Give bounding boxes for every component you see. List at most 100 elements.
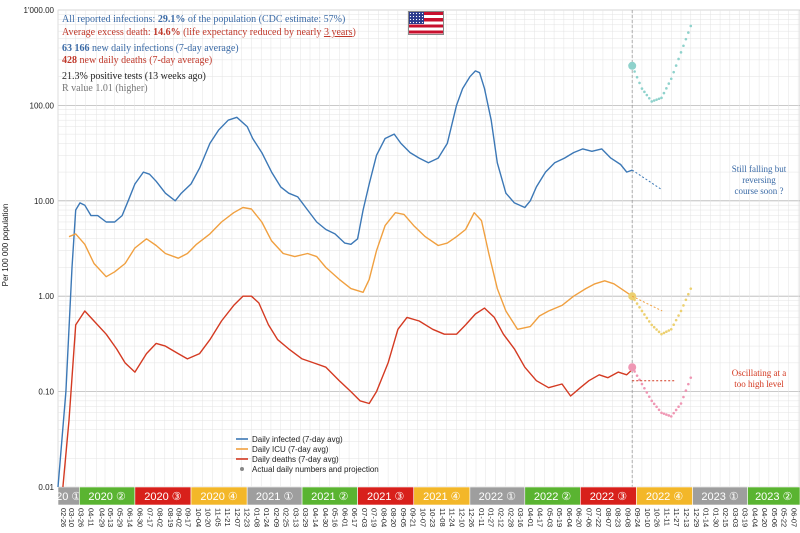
x-tick-label: 04-01 bbox=[526, 508, 535, 527]
projection-dot bbox=[638, 305, 641, 309]
quarter-label: 2022 ④ bbox=[646, 491, 684, 503]
x-tick-label: 05-13 bbox=[106, 508, 115, 527]
projection-marks bbox=[628, 24, 693, 418]
x-tick-label: 07-03 bbox=[360, 508, 369, 527]
x-tick-label: 03-16 bbox=[516, 508, 525, 527]
chart-legend: Daily infected (7-day avg)Daily ICU (7-d… bbox=[236, 435, 379, 474]
red-annotation: Oscillating at a too high level bbox=[731, 368, 787, 389]
projection-dot bbox=[645, 93, 649, 97]
x-tick-label: 04-14 bbox=[311, 508, 320, 527]
quarter-label: 2022 ③ bbox=[590, 491, 628, 503]
x-tick-label: 04-29 bbox=[97, 508, 106, 527]
x-tick-label: 01-08 bbox=[252, 508, 261, 527]
x-tick-label: 03-13 bbox=[291, 508, 300, 527]
projection-dot bbox=[674, 408, 678, 412]
x-tick-label: 12-29 bbox=[692, 508, 701, 527]
projection-anchor bbox=[628, 61, 637, 70]
x-tick-label: 10-04 bbox=[194, 508, 203, 527]
x-tick-label: 06-04 bbox=[565, 508, 574, 527]
x-tick-label: 01-24 bbox=[262, 508, 271, 527]
info-excess-death: Average excess death: 14.6% (life expect… bbox=[62, 27, 356, 38]
x-tick-label: 07-19 bbox=[370, 508, 379, 527]
x-tick-label: 06-07 bbox=[789, 508, 798, 527]
projection-dot bbox=[689, 376, 693, 379]
series-lines bbox=[57, 70, 633, 488]
icu-trend-arrow bbox=[631, 295, 663, 312]
projection-dot bbox=[682, 44, 685, 48]
projection-dot bbox=[662, 412, 666, 415]
x-tick-label: 08-19 bbox=[166, 508, 175, 527]
x-tick-label: 02-26 bbox=[59, 508, 68, 527]
x-tick-label: 07-17 bbox=[146, 508, 155, 527]
projection-dot bbox=[677, 314, 680, 317]
projection-dot bbox=[640, 382, 644, 386]
projection-dot bbox=[640, 309, 644, 313]
quarter-label: 2022 ② bbox=[534, 491, 572, 503]
x-tick-label: 09-17 bbox=[183, 508, 192, 527]
x-tick-label: 09-08 bbox=[623, 508, 632, 527]
projection-dot bbox=[674, 64, 678, 67]
projection-dot bbox=[677, 57, 680, 61]
x-tick-label: 02-09 bbox=[272, 508, 281, 527]
projection-dot bbox=[689, 24, 693, 28]
projection-dot bbox=[687, 292, 690, 296]
projection-dot bbox=[667, 329, 671, 332]
x-tick-label: 10-26 bbox=[653, 508, 662, 527]
x-tick-label: 12-13 bbox=[682, 508, 691, 527]
projection-dot bbox=[660, 96, 663, 100]
info-positive-tests: 21.3% positive tests (13 weeks ago) bbox=[62, 71, 206, 82]
projection-dot bbox=[660, 411, 663, 415]
quarter-label: 2021 ③ bbox=[367, 491, 405, 503]
y-tick-label: 10.00 bbox=[34, 197, 55, 206]
projection-dot bbox=[650, 323, 654, 327]
quarter-label: 2021 ④ bbox=[423, 491, 461, 503]
projection-dot bbox=[679, 51, 683, 54]
quarter-label: 2020 ③ bbox=[144, 491, 182, 503]
legend-label: Daily ICU (7-day avg) bbox=[252, 445, 329, 454]
projection-dot bbox=[672, 411, 675, 415]
projection-dot bbox=[669, 415, 673, 418]
projection-dot bbox=[645, 391, 649, 394]
projection-dot bbox=[638, 378, 641, 382]
projection-dot bbox=[672, 70, 675, 74]
y-axis-label: Per 100 000 population bbox=[1, 204, 10, 287]
projection-dot bbox=[665, 87, 668, 90]
x-tick-label: 02-25 bbox=[282, 508, 291, 527]
projection-dot bbox=[635, 75, 639, 79]
projection-dot bbox=[655, 328, 658, 331]
x-tick-label: 07-22 bbox=[594, 508, 603, 527]
projection-dot bbox=[652, 325, 656, 329]
x-tick-label: 12-23 bbox=[243, 508, 252, 527]
projection-dot bbox=[667, 82, 671, 85]
projection-dot bbox=[684, 389, 688, 392]
projection-dot bbox=[650, 399, 654, 403]
projection-dot bbox=[657, 330, 661, 334]
x-tick-label: 08-02 bbox=[155, 508, 164, 527]
chart-grid bbox=[57, 9, 800, 488]
series-line-3 bbox=[62, 295, 633, 488]
x-tick-label: 11-08 bbox=[438, 508, 447, 527]
x-tick-label: 05-16 bbox=[331, 508, 340, 527]
x-tick-label: 08-07 bbox=[604, 508, 613, 527]
info-infections: All reported infections: 29.1% of the po… bbox=[62, 14, 346, 25]
quarter-label: 2023 ① bbox=[701, 491, 739, 503]
quarter-bands: 20 ① 2020 ② 2020 ③ 2020 ④ 2021 ① 2021 ② 2021 ③… bbox=[56, 486, 800, 506]
x-tick-label: 09-02 bbox=[174, 508, 183, 527]
x-tick-label: 05-22 bbox=[780, 508, 789, 527]
x-tick-label: 08-23 bbox=[614, 508, 623, 527]
legend-swatch bbox=[240, 467, 244, 471]
projection-dot bbox=[657, 97, 661, 101]
x-tick-label: 06-30 bbox=[135, 508, 144, 527]
projection-dot bbox=[643, 386, 646, 390]
plot-area bbox=[57, 9, 800, 488]
projection-dot bbox=[650, 100, 654, 103]
x-tick-label: 04-30 bbox=[321, 508, 330, 527]
x-tick-label: 06-20 bbox=[575, 508, 584, 527]
x-tick-label: 05-19 bbox=[555, 508, 564, 527]
x-tick-label: 08-04 bbox=[379, 508, 388, 527]
y-tick-label: 1'000.00 bbox=[24, 6, 55, 15]
projection-dot bbox=[665, 413, 668, 416]
y-tick-label: 1.00 bbox=[38, 292, 54, 301]
x-tick-label: 11-11 bbox=[662, 508, 671, 526]
